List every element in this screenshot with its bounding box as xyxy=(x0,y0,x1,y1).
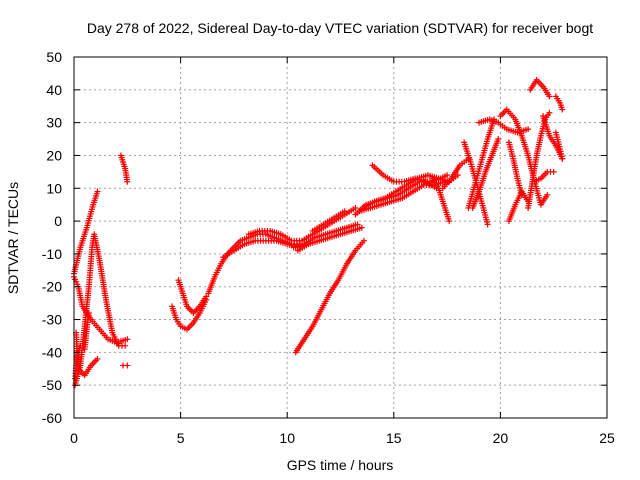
data-point xyxy=(546,93,553,100)
y-tick-label: 30 xyxy=(46,115,62,131)
series-arc-22 xyxy=(429,175,453,225)
series-arc-35 xyxy=(552,129,566,162)
data-point xyxy=(124,336,131,343)
data-point xyxy=(358,224,365,231)
plot-frame xyxy=(73,56,608,419)
data-point xyxy=(546,109,553,116)
y-axis-label: SDTVAR / TECUs xyxy=(5,182,21,294)
y-tick-label: -10 xyxy=(42,246,62,262)
x-axis-label: GPS time / hours xyxy=(287,457,394,473)
series-arc-10 xyxy=(175,277,210,316)
x-tick-label: 0 xyxy=(70,430,78,446)
y-tick-label: 0 xyxy=(54,213,62,229)
series-arc-31 xyxy=(531,168,557,185)
series-arc-9 xyxy=(169,296,210,333)
series-arc-26 xyxy=(469,136,502,211)
data-point xyxy=(124,178,131,185)
data-marks xyxy=(71,76,566,389)
data-point xyxy=(544,191,551,198)
data-point xyxy=(124,362,131,369)
series-arc-1 xyxy=(71,188,101,277)
y-tick-label: -40 xyxy=(42,344,62,360)
series-arc-7 xyxy=(117,152,131,185)
data-point xyxy=(85,309,92,316)
x-tick-label: 15 xyxy=(386,430,402,446)
y-tick-label: -20 xyxy=(42,279,62,295)
data-point xyxy=(203,293,210,300)
series-arc-15 xyxy=(294,224,365,254)
data-point xyxy=(525,126,532,133)
data-point xyxy=(559,155,566,162)
series-arc-8 xyxy=(120,362,131,369)
data-point xyxy=(559,106,566,113)
data-point xyxy=(94,188,101,195)
y-tick-label: 20 xyxy=(46,147,62,163)
series-arc-27 xyxy=(476,116,532,136)
x-tick-label: 10 xyxy=(279,430,295,446)
data-point xyxy=(94,355,101,362)
data-point xyxy=(525,198,532,205)
y-tick-label: -50 xyxy=(42,377,62,393)
data-point xyxy=(352,204,359,211)
y-tick-label: -30 xyxy=(42,312,62,328)
data-point xyxy=(122,342,129,349)
series-arc-25 xyxy=(465,116,498,211)
x-tick-label: 25 xyxy=(599,430,615,446)
y-tick-label: -60 xyxy=(42,410,62,426)
y-tick-label: 10 xyxy=(46,180,62,196)
grid-lines xyxy=(74,57,607,418)
data-point xyxy=(550,168,557,175)
y-tick-label: 50 xyxy=(46,49,62,65)
series-arc-34 xyxy=(552,93,566,113)
data-point xyxy=(360,237,367,244)
data-point xyxy=(444,172,451,179)
data-point xyxy=(77,342,84,349)
axis-ticks: 0 5 10 15 20 25 -60 -50 -40 -30 -20 -10 0 10 20 30 40 50 xyxy=(42,49,615,446)
x-tick-label: 5 xyxy=(177,430,185,446)
y-tick-label: 40 xyxy=(46,82,62,98)
data-point xyxy=(484,221,491,228)
series-arc-17 xyxy=(292,237,367,356)
x-tick-label: 20 xyxy=(493,430,509,446)
data-point xyxy=(341,208,348,215)
series-arc-36 xyxy=(505,188,532,225)
series-arc-16 xyxy=(309,208,348,234)
chart-title: Day 278 of 2022, Sidereal Day-to-day VTE… xyxy=(87,20,593,36)
series-arc-5 xyxy=(81,309,92,353)
series-arc-32 xyxy=(527,76,553,100)
data-point xyxy=(495,136,502,143)
data-point xyxy=(446,218,453,225)
